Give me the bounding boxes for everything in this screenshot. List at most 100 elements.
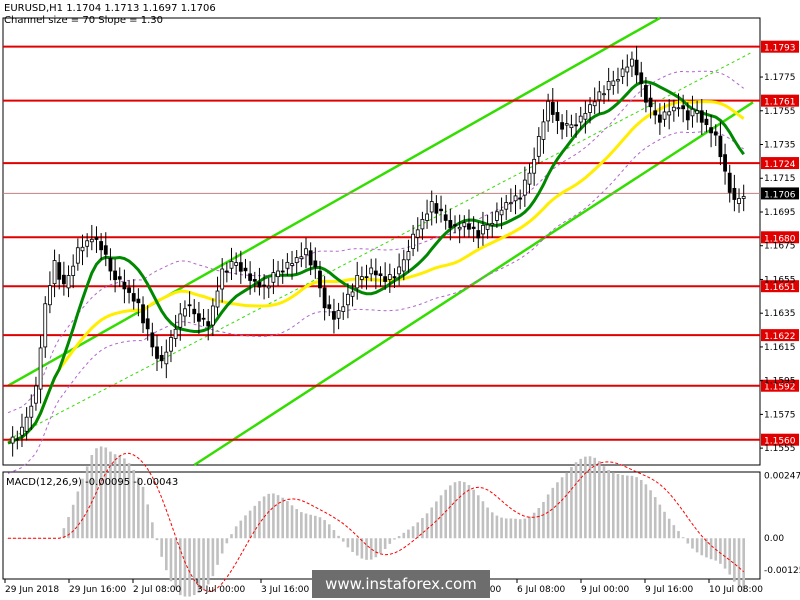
- macd-histogram-bar: [341, 538, 345, 542]
- candle-body: [392, 276, 397, 279]
- channel-mid-line: [7, 51, 754, 441]
- macd-histogram-bar: [174, 538, 177, 591]
- macd-histogram-bar: [691, 538, 694, 549]
- candle-body: [555, 112, 560, 121]
- candle-body: [75, 247, 80, 264]
- macd-histogram-bar: [323, 520, 326, 539]
- candle-body: [532, 158, 537, 174]
- macd-histogram-bar: [677, 531, 680, 539]
- macd-histogram-bar: [644, 484, 648, 539]
- envelope-lower: [7, 131, 744, 474]
- level-label: 1.1592: [764, 383, 796, 393]
- macd-histogram-bar: [435, 501, 438, 539]
- macd-histogram-bar: [551, 487, 555, 539]
- macd-histogram-bar: [360, 538, 364, 559]
- price-tick-label: 1.1595: [764, 377, 796, 387]
- macd-signal-line: [8, 452, 745, 592]
- macd-histogram-bar: [239, 520, 243, 539]
- macd-histogram-bar: [430, 507, 434, 539]
- macd-histogram-bar: [458, 481, 461, 539]
- candle-body: [490, 223, 495, 226]
- macd-histogram-bar: [211, 538, 215, 577]
- candle-body: [709, 127, 713, 134]
- candle-body: [327, 304, 332, 309]
- macd-histogram-bar: [20, 538, 24, 539]
- candle-body: [588, 104, 592, 113]
- candle-body: [15, 438, 20, 441]
- time-tick-label: 29 Jun 16:00: [69, 585, 126, 595]
- candle-body: [546, 100, 551, 122]
- candle-body: [527, 172, 532, 185]
- macd-histogram-bar: [621, 474, 624, 539]
- candle-body: [550, 101, 555, 115]
- macd-histogram-bar: [127, 463, 131, 539]
- macd-histogram-bar: [123, 458, 126, 539]
- macd-histogram-bar: [346, 538, 350, 548]
- macd-histogram-bar: [109, 451, 112, 539]
- candle-body: [48, 285, 52, 306]
- macd-histogram-bar: [733, 538, 736, 582]
- candle-body: [80, 246, 85, 252]
- macd-tick-label: -0.00125: [764, 566, 800, 576]
- macd-histogram-bar: [272, 493, 275, 539]
- level-label: 1.1651: [764, 283, 796, 293]
- macd-histogram-bar: [6, 538, 10, 539]
- macd-histogram-bar: [369, 538, 373, 560]
- candle-body: [122, 281, 127, 290]
- macd-histogram-bar: [681, 537, 685, 539]
- price-tick-label: 1.1735: [764, 141, 796, 151]
- macd-histogram-bar: [178, 538, 182, 596]
- macd-histogram-bar: [104, 447, 108, 539]
- macd-histogram-bar: [570, 467, 573, 539]
- candle-body: [285, 261, 290, 269]
- macd-histogram-bar: [719, 538, 722, 564]
- candle-body: [690, 108, 695, 117]
- macd-histogram-bar: [304, 513, 308, 539]
- macd-histogram-bar: [500, 517, 503, 539]
- time-tick-label: 9 Jul 00:00: [581, 585, 630, 595]
- price-tick-label: 1.1615: [764, 343, 796, 353]
- macd-histogram-bar: [723, 538, 727, 569]
- macd-histogram-bar: [374, 538, 378, 558]
- macd-histogram-bar: [444, 489, 447, 539]
- candle-body: [99, 241, 104, 251]
- macd-histogram-bar: [584, 456, 587, 539]
- macd-histogram-bar: [225, 538, 229, 544]
- candle-body: [210, 305, 215, 326]
- macd-histogram-bar: [16, 538, 19, 539]
- candle-body: [467, 223, 471, 230]
- candle-body: [248, 273, 253, 281]
- current-price-label: 1.1706: [764, 190, 796, 200]
- macd-histogram-bar: [616, 474, 620, 539]
- candle-body: [20, 426, 24, 436]
- candle-body: [169, 337, 173, 352]
- price-tick-label: 1.1575: [764, 410, 796, 420]
- candle-body: [699, 110, 704, 123]
- macd-histogram-bar: [630, 475, 634, 539]
- candle-body: [634, 59, 639, 76]
- macd-histogram-bar: [463, 482, 466, 539]
- macd-histogram-bar: [244, 515, 247, 539]
- macd-histogram-bar: [397, 536, 401, 539]
- candle-body: [243, 267, 248, 272]
- macd-histogram-bar: [95, 448, 98, 539]
- candle-body: [201, 317, 206, 320]
- macd-histogram-bar: [546, 494, 550, 539]
- macd-histogram-bar: [248, 510, 252, 539]
- candle-body: [108, 257, 113, 272]
- candle-body: [667, 111, 672, 116]
- candle-body: [434, 203, 439, 214]
- candle-body: [61, 274, 66, 285]
- channel-info-label: Channel size = 70 Slope = 1.30: [4, 15, 164, 26]
- macd-histogram-bar: [602, 466, 606, 539]
- candle-body: [499, 209, 504, 216]
- macd-histogram-bar: [453, 482, 457, 539]
- macd-histogram-bar: [481, 501, 485, 539]
- candle-body: [350, 291, 355, 297]
- macd-histogram-bar: [639, 479, 643, 539]
- level-label-box: [761, 329, 799, 342]
- time-tick-label: 6 Jul 08:00: [517, 585, 566, 595]
- macd-histogram-bar: [700, 538, 704, 556]
- macd-histogram-bar: [388, 538, 392, 544]
